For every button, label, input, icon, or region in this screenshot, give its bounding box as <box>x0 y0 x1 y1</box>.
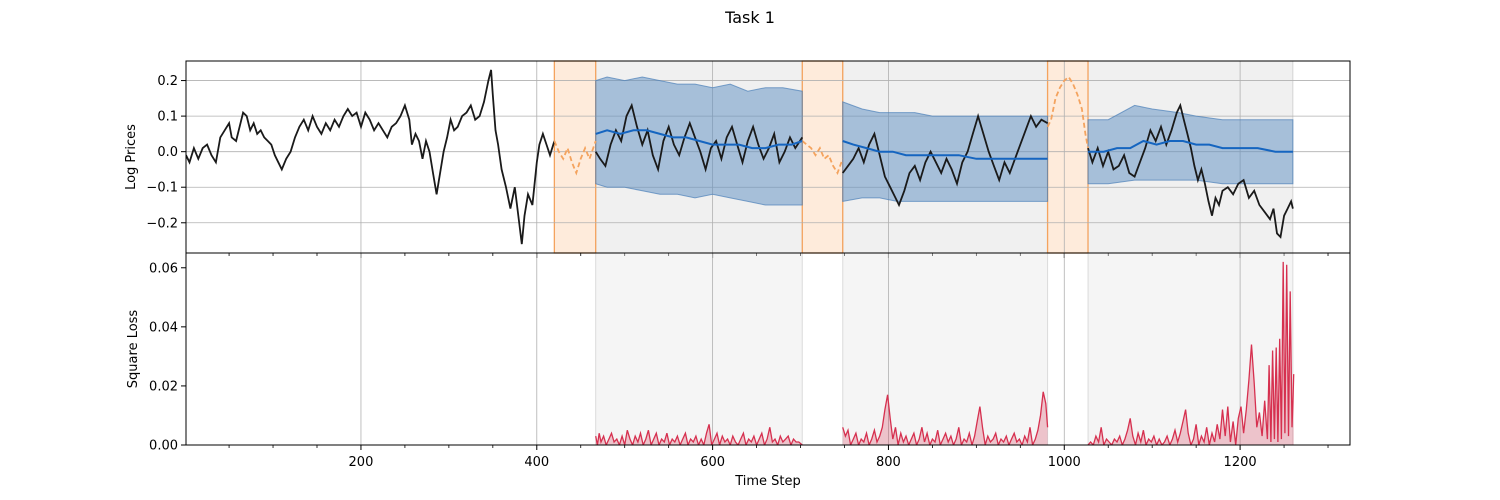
figure-title: Task 1 <box>724 8 775 27</box>
y-tick-label: −0.1 <box>146 181 178 196</box>
forecast-mean-line <box>595 129 803 150</box>
y-tick-label: 0.06 <box>149 261 178 276</box>
axes-frame <box>185 252 1351 446</box>
time-step-axis-label: Time Step <box>734 474 801 489</box>
loss-fill <box>595 424 803 445</box>
actual-price-line <box>841 112 1049 208</box>
x-tick-label: 1000 <box>1048 455 1081 470</box>
x-tick-label: 600 <box>700 455 725 470</box>
y-tick-label: −0.2 <box>146 216 178 231</box>
loss-fill <box>1088 261 1294 445</box>
loss-line <box>842 391 1049 445</box>
y-tick-label: 0.2 <box>157 74 178 89</box>
log-prices-panel: −0.2 −0.1 0.0 0.1 0.2 <box>146 60 1351 258</box>
y-tick-label: 0.0 <box>157 145 178 160</box>
context-price-line <box>1046 75 1089 149</box>
square-loss-panel: 0.00 0.02 0.04 0.06 200 400 600 800 1000 1200 <box>149 252 1351 470</box>
plot-series <box>186 69 1294 245</box>
forecast-window <box>595 252 803 446</box>
context-price-line <box>801 140 844 176</box>
y-tick-label: 0.1 <box>157 110 178 125</box>
x-tick-label: 800 <box>876 455 901 470</box>
actual-price-line <box>594 102 804 173</box>
y-tick-label: 0.02 <box>149 379 178 394</box>
context-price-line <box>553 140 597 176</box>
log-prices-axis-label: Log Prices <box>124 124 139 190</box>
context-window <box>801 60 844 254</box>
square-loss-axis-label: Square Loss <box>126 310 141 389</box>
plot-series <box>595 261 1295 445</box>
forecast-mean-line <box>1088 139 1293 153</box>
y-tick-label: 0.04 <box>149 320 178 335</box>
loss-line <box>1087 261 1295 445</box>
forecast-mean-line <box>842 140 1048 160</box>
loss-line <box>595 424 803 445</box>
x-tick-label: 400 <box>524 455 549 470</box>
forecast-window <box>842 252 1049 446</box>
forecast-interval-band <box>842 101 1049 202</box>
y-tick-label: 0.00 <box>149 439 178 454</box>
x-tick-label: 200 <box>349 455 374 470</box>
forecast-window <box>1087 252 1294 446</box>
actual-price-line <box>1087 102 1294 239</box>
context-window <box>1046 60 1089 254</box>
observed-price-line <box>186 69 556 245</box>
x-tick-label: 1200 <box>1224 455 1257 470</box>
